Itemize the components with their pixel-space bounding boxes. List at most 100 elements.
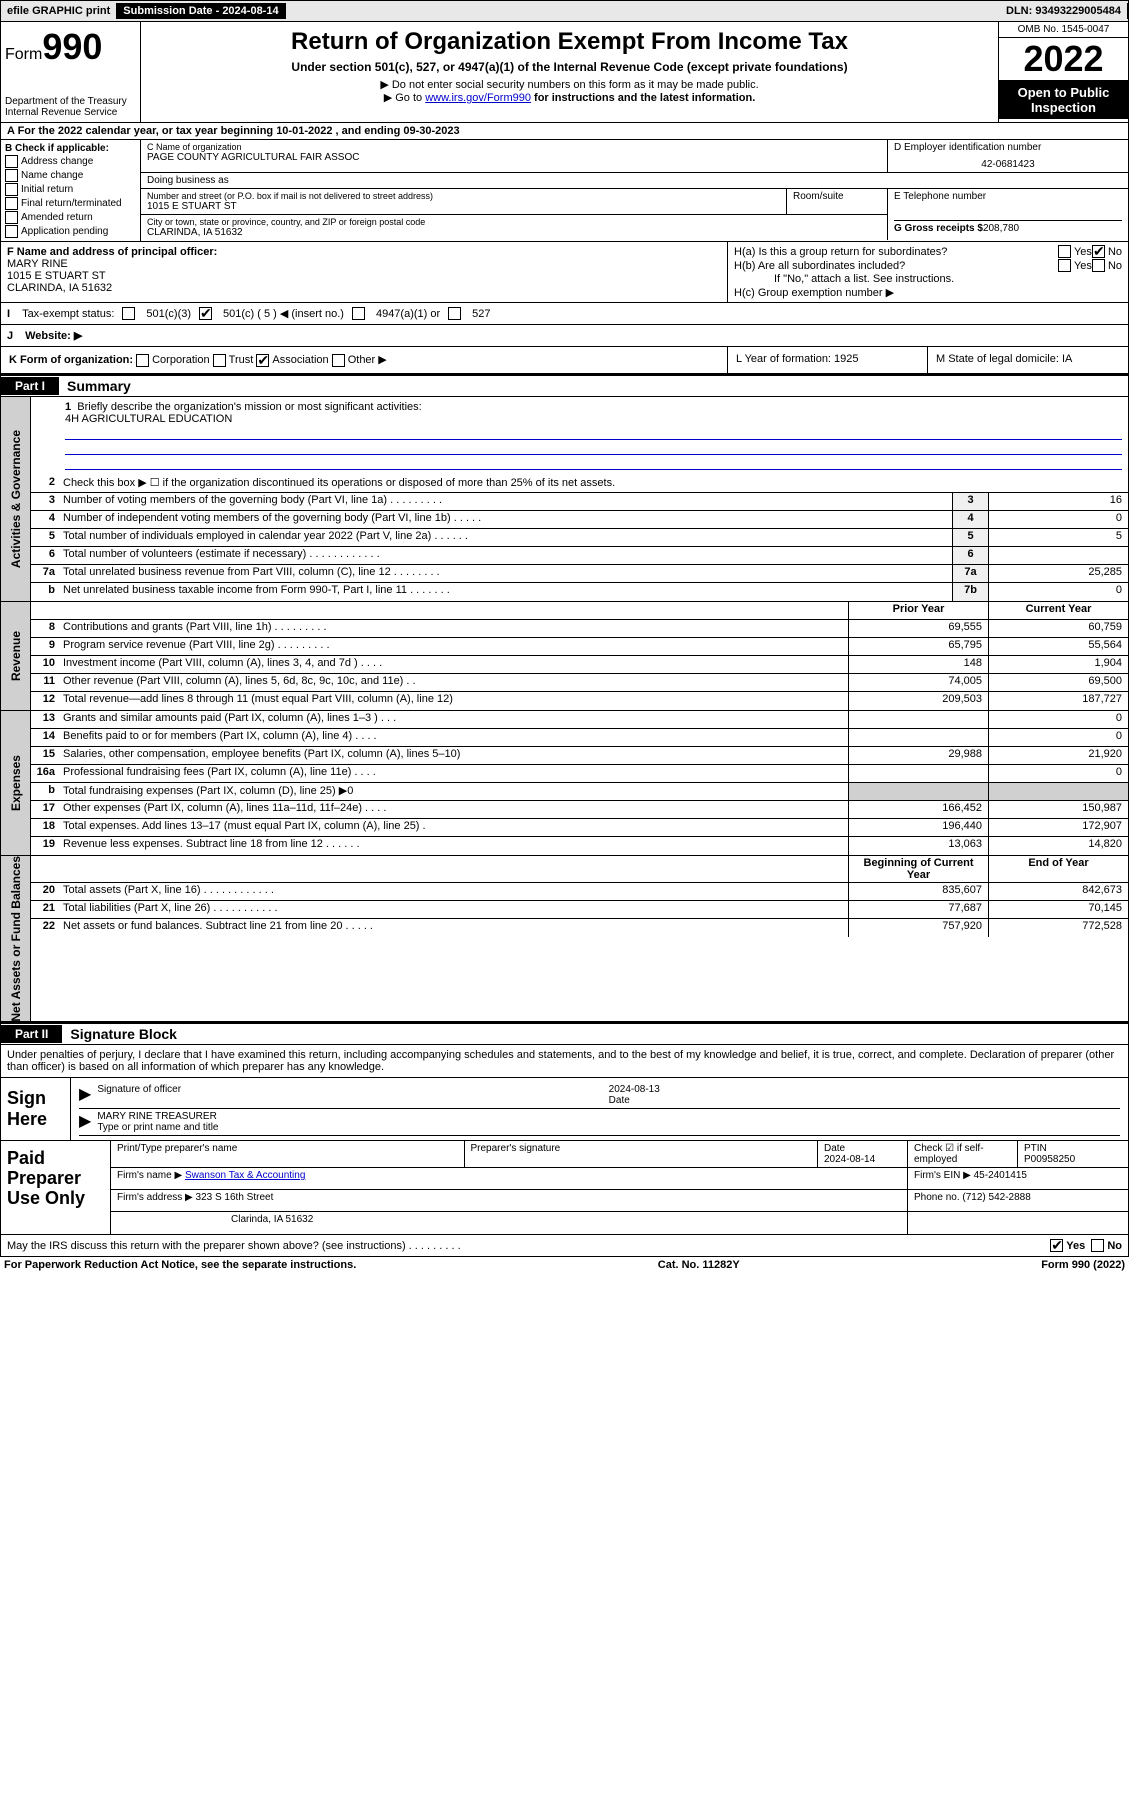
e-label: E Telephone number <box>894 191 1122 202</box>
ptin-value: P00958250 <box>1024 1154 1075 1165</box>
notice-link: ▶ Go to www.irs.gov/Form990 for instruct… <box>149 91 990 104</box>
ha-label: H(a) Is this a group return for subordin… <box>734 246 1058 258</box>
table-row: 6Total number of volunteers (estimate if… <box>31 547 1128 565</box>
table-row: 19Revenue less expenses. Subtract line 1… <box>31 837 1128 855</box>
efile-label: efile GRAPHIC print <box>1 3 117 19</box>
table-row: 20Total assets (Part X, line 16) . . . .… <box>31 883 1128 901</box>
i-label: Tax-exempt status: <box>22 308 114 320</box>
cb-discuss-no[interactable] <box>1091 1239 1104 1252</box>
form-number-cell: Form990 Department of the Treasury Inter… <box>1 22 141 122</box>
expenses-section: Expenses 13Grants and similar amounts pa… <box>0 711 1129 856</box>
ein-value: 42-0681423 <box>894 159 1122 170</box>
signature-section: Under penalties of perjury, I declare th… <box>0 1045 1129 1235</box>
table-row: 3Number of voting members of the governi… <box>31 493 1128 511</box>
checkbox-app-pending[interactable] <box>5 225 18 238</box>
partII-badge: Part II <box>1 1025 62 1043</box>
org-name: PAGE COUNTY AGRICULTURAL FAIR ASSOC <box>147 152 881 163</box>
dept-label: Department of the Treasury <box>5 96 136 107</box>
checkbox-address-change[interactable] <box>5 155 18 168</box>
arrow-icon: ▶ <box>79 1111 91 1133</box>
page-footer: For Paperwork Reduction Act Notice, see … <box>0 1257 1129 1273</box>
revenue-section: Revenue Prior Year Current Year 8Contrib… <box>0 602 1129 711</box>
cb-527[interactable] <box>448 307 461 320</box>
checkbox-name-change[interactable] <box>5 169 18 182</box>
ha-no[interactable] <box>1092 245 1105 258</box>
type-name-label: Type or print name and title <box>97 1122 218 1133</box>
tab-revenue: Revenue <box>1 602 31 710</box>
rev-header: Prior Year Current Year <box>31 602 1128 620</box>
table-row: 10Investment income (Part VIII, column (… <box>31 656 1128 674</box>
footer-cat: Cat. No. 11282Y <box>658 1259 740 1271</box>
section-BCDEFG: B Check if applicable: Address change Na… <box>0 140 1129 242</box>
firm-city: Clarinda, IA 51632 <box>111 1212 908 1234</box>
briefly-text: 4H AGRICULTURAL EDUCATION <box>65 413 232 425</box>
partII-header-row: Part II Signature Block <box>0 1022 1129 1045</box>
sig-officer-name: MARY RINE TREASURER <box>97 1111 216 1122</box>
cb-501c[interactable] <box>199 307 212 320</box>
form990-link[interactable]: www.irs.gov/Form990 <box>425 92 531 104</box>
table-row: 9Program service revenue (Part VIII, lin… <box>31 638 1128 656</box>
suite-label: Room/suite <box>787 189 887 214</box>
print-name-label: Print/Type preparer's name <box>111 1141 465 1167</box>
partI-header-row: Part I Summary <box>0 374 1129 397</box>
table-row: 21Total liabilities (Part X, line 26) . … <box>31 901 1128 919</box>
m-label: M State of legal domicile: IA <box>928 347 1128 373</box>
section-FH: F Name and address of principal officer:… <box>0 242 1129 303</box>
hb-label: H(b) Are all subordinates included? <box>734 260 1058 272</box>
table-row: bTotal fundraising expenses (Part IX, co… <box>31 783 1128 801</box>
col-B: B Check if applicable: Address change Na… <box>1 140 141 241</box>
irs-label: Internal Revenue Service <box>5 107 136 118</box>
f-label: F Name and address of principal officer: <box>7 246 217 258</box>
partI-badge: Part I <box>1 377 59 395</box>
checkbox-initial-return[interactable] <box>5 183 18 196</box>
hb-yes[interactable] <box>1058 259 1071 272</box>
briefly-label: Briefly describe the organization's miss… <box>77 401 421 413</box>
city-value: CLARINDA, IA 51632 <box>147 227 881 238</box>
table-row: 22Net assets or fund balances. Subtract … <box>31 919 1128 937</box>
row-KLM: K Form of organization: Corporation Trus… <box>0 347 1129 374</box>
cb-discuss-yes[interactable] <box>1050 1239 1063 1252</box>
irs-discuss-text: May the IRS discuss this return with the… <box>7 1240 1050 1252</box>
cb-501c3[interactable] <box>122 307 135 320</box>
submission-date-button[interactable]: Submission Date - 2024-08-14 <box>117 3 285 19</box>
gross-receipts: G Gross receipts $208,780 <box>894 220 1122 234</box>
officer-street: 1015 E STUART ST <box>7 270 106 282</box>
firm-phone: (712) 542-2888 <box>962 1192 1030 1203</box>
cb-4947[interactable] <box>352 307 365 320</box>
cb-corp[interactable] <box>136 354 149 367</box>
hb-no[interactable] <box>1092 259 1105 272</box>
row-I: ITax-exempt status: 501(c)(3) 501(c) ( 5… <box>0 303 1129 325</box>
cb-assoc[interactable] <box>256 354 269 367</box>
partI-title: Summary <box>59 376 139 396</box>
omb-label: OMB No. 1545-0047 <box>999 22 1128 38</box>
table-row: 14Benefits paid to or for members (Part … <box>31 729 1128 747</box>
firm-address: 323 S 16th Street <box>196 1192 274 1203</box>
sig-declaration: Under penalties of perjury, I declare th… <box>1 1045 1128 1077</box>
ha-yes[interactable] <box>1058 245 1071 258</box>
dln-label: DLN: 93493229005484 <box>1000 3 1128 19</box>
firm-ein: 45-2401415 <box>974 1170 1027 1181</box>
table-row: 4Number of independent voting members of… <box>31 511 1128 529</box>
open-public-label: Open to PublicInspection <box>999 81 1128 119</box>
c-label: C Name of organization <box>147 142 881 152</box>
ruled-line <box>65 456 1122 470</box>
table-row: 5Total number of individuals employed in… <box>31 529 1128 547</box>
checkbox-final-return[interactable] <box>5 197 18 210</box>
j-label: Website: ▶ <box>25 329 82 342</box>
table-row: 16aProfessional fundraising fees (Part I… <box>31 765 1128 783</box>
firm-name-link[interactable]: Swanson Tax & Accounting <box>185 1170 305 1181</box>
sig-date: 2024-08-13 <box>609 1084 660 1095</box>
hc-label: H(c) Group exemption number ▶ <box>734 286 1122 299</box>
checkbox-amended[interactable] <box>5 211 18 224</box>
table-row: 2Check this box ▶ ☐ if the organization … <box>31 475 1128 493</box>
table-row: 7aTotal unrelated business revenue from … <box>31 565 1128 583</box>
cb-other[interactable] <box>332 354 345 367</box>
footer-form: Form 990 (2022) <box>1041 1259 1125 1271</box>
irs-discuss-row: May the IRS discuss this return with the… <box>0 1235 1129 1257</box>
sig-officer-label: Signature of officer <box>97 1084 608 1106</box>
street-value: 1015 E STUART ST <box>147 201 780 212</box>
self-employed-check: Check ☑ if self-employed <box>908 1141 1018 1167</box>
form-header: Form990 Department of the Treasury Inter… <box>0 22 1129 123</box>
hb-note: If "No," attach a list. See instructions… <box>734 273 1122 285</box>
cb-trust[interactable] <box>213 354 226 367</box>
